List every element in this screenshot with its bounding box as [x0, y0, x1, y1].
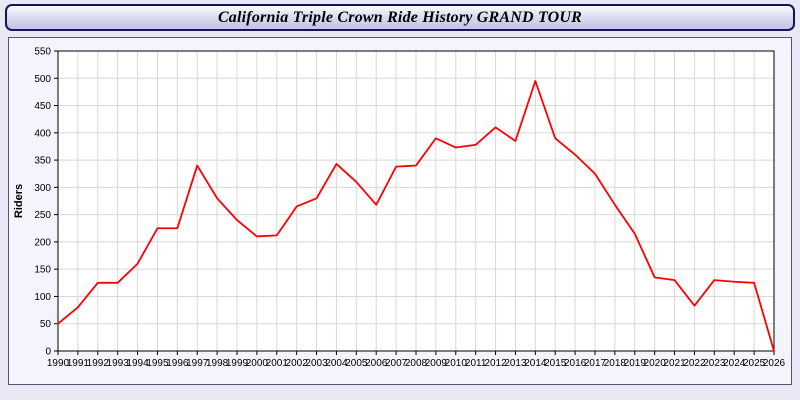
svg-text:2006: 2006: [365, 358, 388, 369]
svg-text:1993: 1993: [107, 358, 130, 369]
svg-text:350: 350: [34, 156, 51, 167]
chart-panel: 0 50 100 150 200 250 300 350 400 450 500 550 1990 199…: [8, 37, 792, 385]
svg-text:2026: 2026: [763, 358, 786, 369]
chart-title-bar: California Triple Crown Ride History GRA…: [5, 4, 795, 31]
svg-text:2003: 2003: [305, 358, 328, 369]
svg-text:2004: 2004: [325, 358, 348, 369]
svg-text:100: 100: [34, 292, 51, 303]
svg-text:2012: 2012: [484, 358, 507, 369]
svg-text:1999: 1999: [226, 358, 249, 369]
svg-text:0: 0: [45, 347, 51, 358]
svg-text:2021: 2021: [663, 358, 686, 369]
svg-text:1998: 1998: [206, 358, 229, 369]
svg-text:2013: 2013: [504, 358, 527, 369]
svg-text:1995: 1995: [146, 358, 169, 369]
svg-text:2025: 2025: [743, 358, 766, 369]
svg-text:2020: 2020: [644, 358, 667, 369]
svg-text:50: 50: [40, 319, 52, 330]
svg-text:2014: 2014: [524, 358, 547, 369]
svg-text:2005: 2005: [345, 358, 368, 369]
svg-text:2019: 2019: [624, 358, 647, 369]
chart-title: California Triple Crown Ride History GRA…: [217, 8, 583, 26]
svg-text:1990: 1990: [47, 358, 70, 369]
svg-text:2018: 2018: [604, 358, 627, 369]
svg-text:1994: 1994: [126, 358, 149, 369]
svg-text:1997: 1997: [186, 358, 209, 369]
svg-text:2016: 2016: [564, 358, 587, 369]
svg-text:150: 150: [34, 265, 51, 276]
svg-text:2017: 2017: [584, 358, 607, 369]
svg-text:300: 300: [34, 183, 51, 194]
svg-text:550: 550: [34, 47, 51, 58]
svg-text:250: 250: [34, 210, 51, 221]
svg-text:2002: 2002: [286, 358, 309, 369]
svg-text:2022: 2022: [683, 358, 706, 369]
svg-text:2023: 2023: [703, 358, 726, 369]
svg-text:2010: 2010: [445, 358, 468, 369]
svg-text:500: 500: [34, 74, 51, 85]
svg-text:1992: 1992: [87, 358, 110, 369]
svg-text:1991: 1991: [67, 358, 90, 369]
svg-text:200: 200: [34, 237, 51, 248]
svg-text:2007: 2007: [385, 358, 408, 369]
svg-text:2024: 2024: [723, 358, 746, 369]
svg-text:400: 400: [34, 128, 51, 139]
riders-line-chart: 0501001502002503003504004505005501990199…: [13, 47, 786, 370]
svg-text:450: 450: [34, 101, 51, 112]
svg-text:2009: 2009: [425, 358, 448, 369]
svg-text:2015: 2015: [544, 358, 567, 369]
svg-text:2008: 2008: [405, 358, 428, 369]
svg-text:1996: 1996: [166, 358, 189, 369]
svg-text:2000: 2000: [246, 358, 269, 369]
svg-text:Riders: Riders: [13, 184, 25, 218]
svg-text:2011: 2011: [465, 358, 487, 369]
svg-text:2001: 2001: [266, 358, 289, 369]
